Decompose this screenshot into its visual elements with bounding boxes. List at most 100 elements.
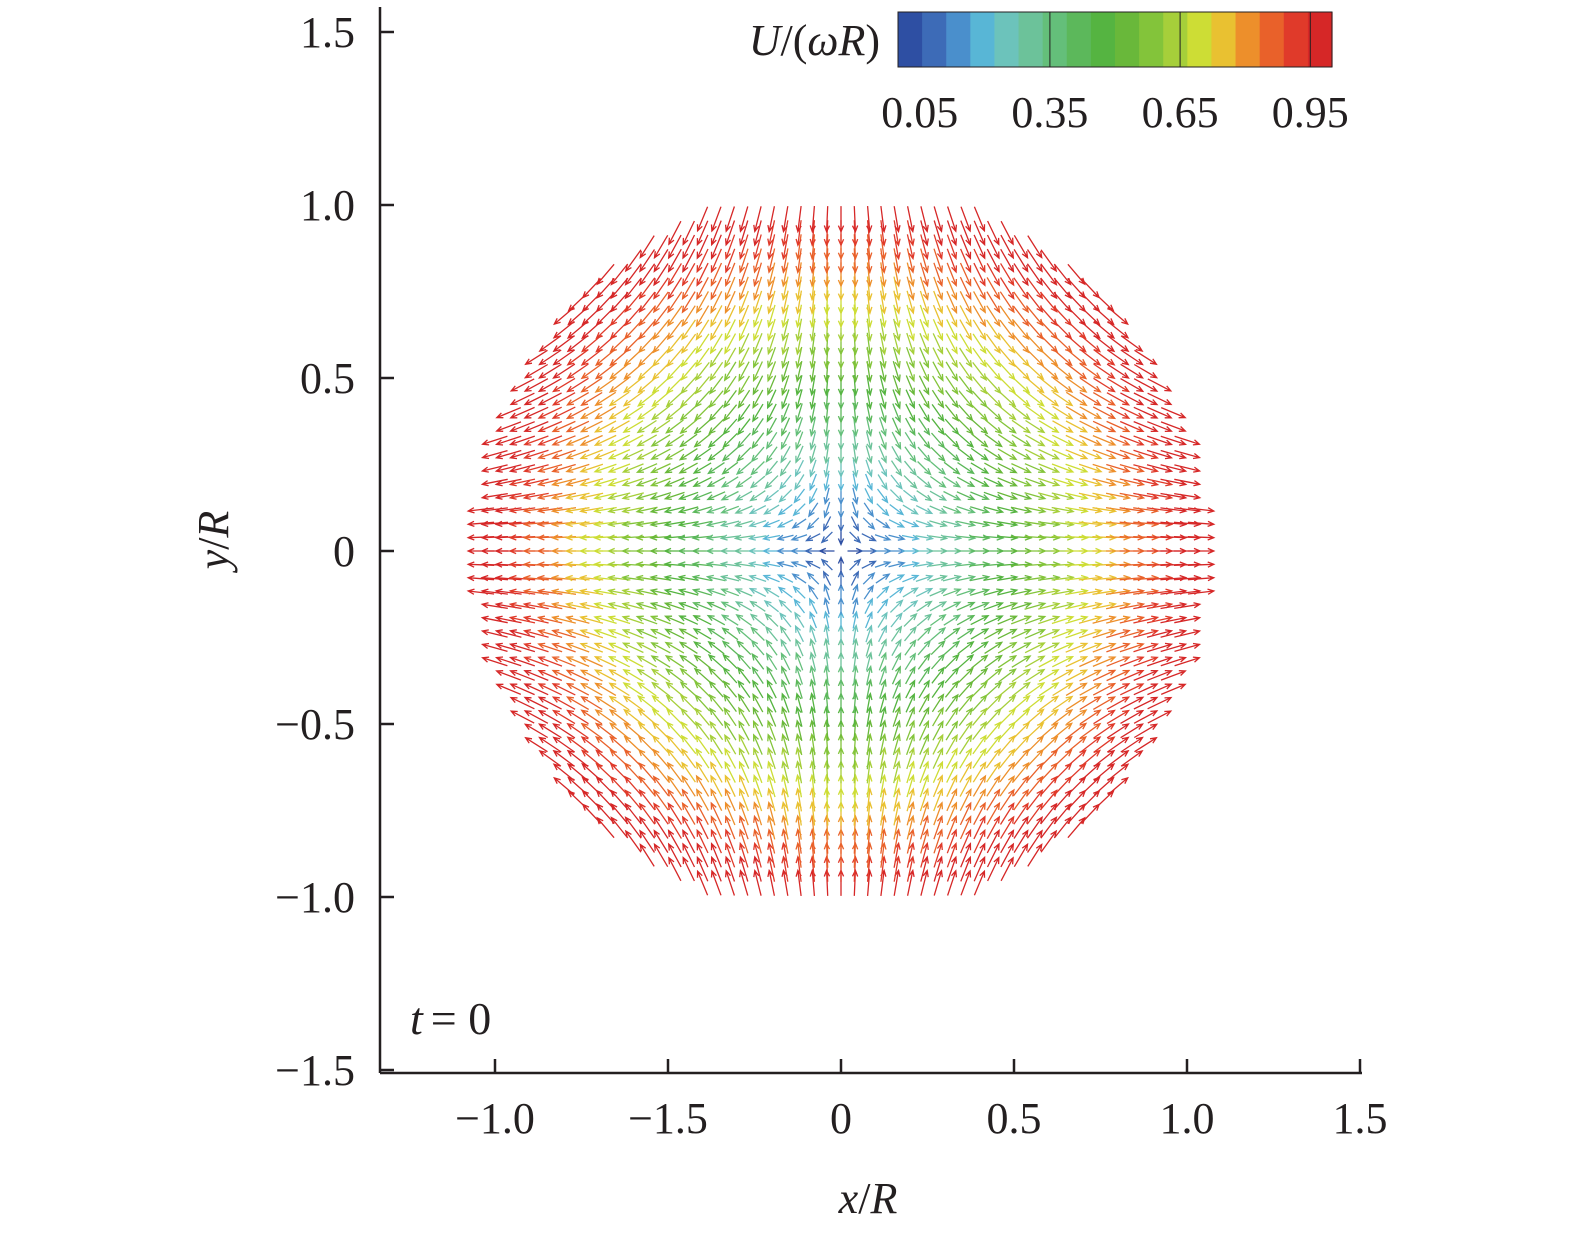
velocity-arrow bbox=[893, 220, 901, 247]
velocity-arrow bbox=[536, 534, 563, 541]
velocity-arrow bbox=[1134, 349, 1158, 366]
velocity-arrow bbox=[751, 666, 764, 684]
velocity-arrow bbox=[707, 433, 725, 448]
velocity-arrow bbox=[823, 206, 831, 234]
velocity-arrow bbox=[906, 206, 915, 234]
velocity-arrow bbox=[920, 855, 929, 882]
velocity-arrow bbox=[637, 334, 656, 354]
velocity-arrow bbox=[930, 613, 947, 627]
velocity-arrow bbox=[724, 206, 736, 233]
velocity-arrow bbox=[650, 668, 671, 683]
velocity-arrow bbox=[891, 665, 901, 685]
velocity-arrow bbox=[681, 747, 697, 769]
velocity-arrow bbox=[747, 561, 767, 568]
velocity-arrow bbox=[653, 829, 669, 853]
velocity-arrow bbox=[1000, 842, 1015, 868]
velocity-arrow bbox=[973, 828, 986, 854]
velocity-arrow bbox=[579, 449, 604, 460]
velocity-arrow bbox=[986, 234, 1000, 260]
velocity-arrow bbox=[679, 667, 698, 683]
velocity-arrow bbox=[919, 276, 929, 301]
velocity-arrow bbox=[536, 615, 563, 624]
velocity-arrow bbox=[866, 403, 873, 424]
velocity-arrow bbox=[696, 234, 709, 260]
velocity-arrow bbox=[765, 431, 778, 450]
velocity-arrow bbox=[735, 626, 752, 641]
velocity-arrow bbox=[889, 586, 905, 599]
velocity-arrow bbox=[1025, 391, 1046, 407]
velocity-arrow bbox=[593, 420, 617, 433]
velocity-arrow bbox=[523, 696, 549, 710]
velocity-arrow bbox=[919, 787, 929, 812]
velocity-arrow bbox=[691, 506, 712, 514]
velocity-arrow bbox=[1052, 722, 1073, 740]
velocity-arrow bbox=[837, 569, 845, 587]
velocity-arrow bbox=[851, 827, 859, 854]
velocity-arrow bbox=[480, 642, 508, 653]
velocity-arrow bbox=[592, 534, 617, 541]
velocity-arrow bbox=[809, 431, 817, 451]
velocity-arrow bbox=[933, 801, 944, 826]
velocity-arrow bbox=[593, 434, 617, 446]
velocity-arrow bbox=[959, 734, 973, 755]
velocity-arrow bbox=[1133, 642, 1159, 653]
velocity-arrow bbox=[1066, 348, 1088, 367]
velocity-arrow bbox=[1119, 656, 1145, 667]
velocity-arrow bbox=[1187, 561, 1216, 568]
velocity-arrow bbox=[1079, 406, 1103, 420]
velocity-arrow bbox=[653, 263, 669, 287]
velocity-arrow bbox=[1107, 320, 1130, 339]
velocity-arrow bbox=[932, 361, 944, 382]
velocity-arrow bbox=[508, 435, 536, 446]
velocity-arrow bbox=[696, 788, 709, 811]
velocity-arrow bbox=[695, 761, 710, 783]
velocity-arrow bbox=[550, 574, 577, 582]
velocity-arrow bbox=[523, 406, 549, 419]
velocity-arrow bbox=[753, 855, 762, 882]
velocity-arrow bbox=[960, 828, 972, 854]
velocity-arrow bbox=[753, 276, 763, 301]
velocity-arrow bbox=[734, 601, 753, 612]
velocity-arrow bbox=[973, 248, 986, 274]
velocity-arrow bbox=[931, 679, 945, 698]
velocity-arrow bbox=[852, 746, 859, 770]
velocity-arrow bbox=[1146, 435, 1174, 446]
velocity-arrow bbox=[1119, 669, 1145, 682]
velocity-arrow bbox=[1078, 449, 1103, 460]
velocity-arrow bbox=[621, 506, 645, 514]
velocity-arrow bbox=[753, 220, 762, 247]
velocity-arrow bbox=[551, 669, 576, 682]
velocity-arrow bbox=[1024, 492, 1047, 501]
velocity-arrow bbox=[681, 774, 696, 797]
y-tick-label: 0 bbox=[333, 527, 355, 576]
x-tick-label: 0 bbox=[830, 1094, 852, 1143]
velocity-arrow bbox=[929, 490, 948, 501]
velocity-arrow bbox=[1013, 277, 1029, 300]
velocity-arrow bbox=[892, 346, 901, 369]
velocity-arrow bbox=[1051, 463, 1075, 473]
colorbar-label-var2: R bbox=[837, 16, 865, 65]
velocity-arrow bbox=[710, 788, 723, 811]
velocity-arrow bbox=[878, 459, 888, 478]
velocity-arrow bbox=[667, 263, 682, 287]
velocity-arrow bbox=[865, 459, 873, 478]
velocity-arrow bbox=[945, 390, 959, 409]
velocity-arrow bbox=[667, 775, 683, 797]
velocity-arrow bbox=[946, 814, 958, 840]
velocity-arrow bbox=[1038, 682, 1060, 697]
velocity-arrow bbox=[1133, 492, 1160, 500]
velocity-arrow bbox=[861, 547, 878, 555]
velocity-arrow bbox=[957, 667, 974, 684]
velocity-arrow bbox=[481, 435, 508, 446]
velocity-arrow bbox=[970, 615, 990, 626]
velocity-arrow bbox=[1174, 656, 1201, 667]
velocity-arrow bbox=[738, 774, 750, 798]
velocity-arrow bbox=[985, 721, 1002, 740]
velocity-arrow bbox=[677, 601, 699, 611]
velocity-arrow bbox=[494, 464, 522, 473]
velocity-arrow bbox=[1066, 709, 1088, 725]
velocity-arrow bbox=[550, 492, 577, 501]
velocity-arrow bbox=[919, 361, 930, 383]
velocity-arrow bbox=[708, 404, 724, 422]
velocity-arrow bbox=[998, 668, 1017, 683]
